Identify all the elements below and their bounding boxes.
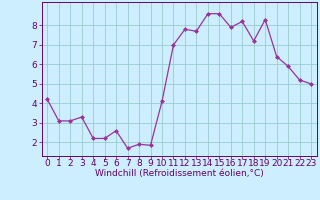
X-axis label: Windchill (Refroidissement éolien,°C): Windchill (Refroidissement éolien,°C) xyxy=(95,169,264,178)
